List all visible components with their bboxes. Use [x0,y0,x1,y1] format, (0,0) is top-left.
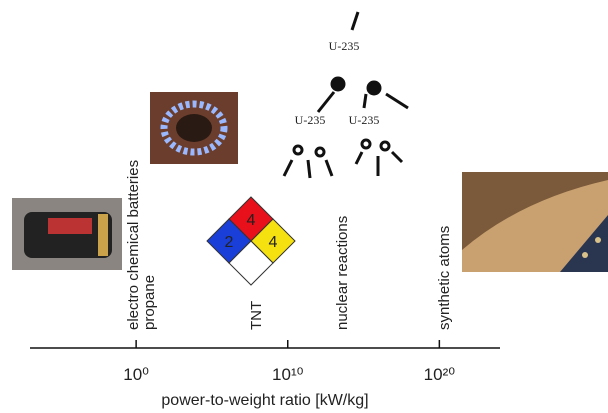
chart: 4 2 4 U-235 U-235 U-235 electro chemical… [0,0,608,413]
annotation: TNT [248,301,265,330]
annotation: electro chemical batteries [125,160,142,330]
x-tick-label: 10²⁰ [424,365,456,384]
flammability: 4 [247,212,256,229]
x-tick-label: 10¹⁰ [272,365,304,384]
fission-label: U-235 [329,39,360,53]
x-axis-label: power-to-weight ratio [kW/kg] [161,392,368,409]
annotation: synthetic atoms [436,226,453,330]
gas-flame-photo [150,92,238,164]
battery-photo [12,198,122,270]
annotation: nuclear reactions [334,216,351,330]
fission-label: U-235 [349,113,380,127]
x-tick-label: 10⁰ [123,365,149,384]
hazard-diamond: 4 2 4 [207,197,295,285]
health: 2 [225,234,234,251]
instability: 4 [269,234,278,251]
annotation: propane [141,275,158,330]
metal-photo [462,172,608,272]
fission-label: U-235 [295,113,326,127]
fission-sketch [284,12,408,178]
